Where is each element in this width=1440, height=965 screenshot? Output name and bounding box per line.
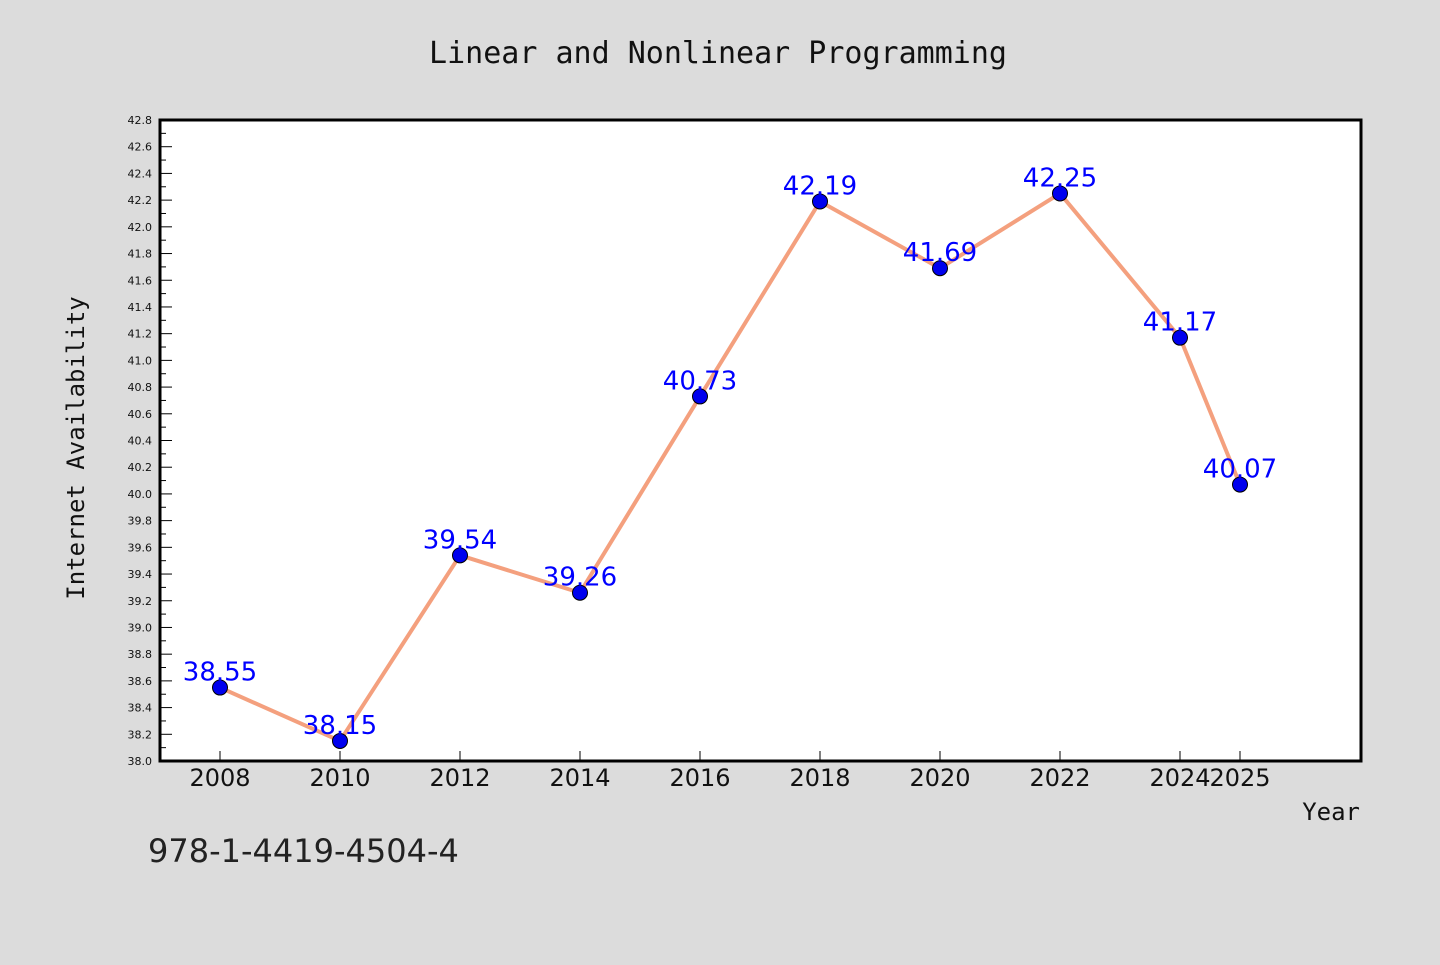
- y-tick-label: 42.0: [128, 221, 153, 234]
- chart-title: Linear and Nonlinear Programming: [429, 36, 1007, 71]
- y-tick-label: 41.0: [128, 354, 153, 367]
- data-point: [212, 679, 228, 696]
- y-tick-label: 41.8: [128, 248, 153, 261]
- x-tick-label: 2012: [429, 764, 490, 792]
- data-point: [572, 584, 588, 601]
- y-tick-label: 42.4: [128, 167, 153, 180]
- y-tick-label: 38.8: [128, 648, 153, 661]
- y-tick-label: 39.8: [128, 515, 153, 528]
- x-tick-label: 2008: [189, 764, 250, 792]
- data-label: 40.73: [663, 366, 737, 396]
- y-tick-label: 40.0: [128, 488, 153, 501]
- data-point: [812, 193, 828, 210]
- y-tick-label: 40.4: [128, 435, 153, 448]
- y-tick-label: 42.8: [128, 114, 153, 127]
- data-point: [1232, 476, 1248, 493]
- y-tick-label: 39.2: [128, 595, 153, 608]
- x-tick-label: 2018: [789, 764, 850, 792]
- y-tick-label: 40.6: [128, 408, 153, 421]
- data-point: [1052, 185, 1068, 202]
- x-tick-label: 2010: [309, 764, 370, 792]
- x-axis-label: Year: [1302, 798, 1360, 826]
- y-tick-label: 39.6: [128, 541, 153, 554]
- data-label: 41.69: [903, 238, 977, 268]
- series-line: [219, 191, 1242, 743]
- isbn-text: 978-1-4419-4504-4: [148, 832, 459, 870]
- y-axis-label: Internet Availability: [62, 296, 90, 599]
- y-tick-label: 42.6: [128, 141, 153, 154]
- y-tick-label: 38.6: [128, 675, 153, 688]
- y-tick-label: 41.6: [128, 274, 153, 287]
- data-point: [452, 547, 468, 564]
- x-tick-label: 2025: [1209, 764, 1270, 792]
- data-point: [332, 732, 348, 749]
- y-tick-label: 38.4: [128, 702, 153, 715]
- x-tick-label: 2020: [909, 764, 970, 792]
- data-label: 41.17: [1143, 308, 1217, 338]
- data-label: 40.07: [1203, 455, 1277, 485]
- x-tick-label: 2022: [1029, 764, 1090, 792]
- y-tick-label: 39.0: [128, 621, 153, 634]
- x-tick-label: 2024: [1149, 764, 1210, 792]
- y-tick-label: 39.4: [128, 568, 153, 581]
- series: 38.55 38.15 39.54 39.26 40.73 42.19 41.69 42.25…: [183, 163, 1277, 749]
- y-tick-label: 42.2: [128, 194, 153, 207]
- data-label: 42.19: [783, 171, 857, 201]
- x-tick-label: 2014: [549, 764, 610, 792]
- data-label: 38.15: [303, 711, 377, 741]
- y-tick-label: 40.2: [128, 461, 153, 474]
- data-point: [1172, 329, 1188, 346]
- data-point: [692, 388, 708, 405]
- data-label: 39.54: [423, 525, 497, 555]
- data-point: [932, 260, 948, 277]
- data-label: 38.55: [183, 658, 257, 688]
- y-tick-label: 41.2: [128, 328, 153, 341]
- y-tick-label: 38.0: [128, 755, 153, 768]
- data-label: 42.25: [1023, 163, 1097, 193]
- y-tick-label: 40.8: [128, 381, 153, 394]
- x-tick-label: 2016: [669, 764, 730, 792]
- y-axis: 38.0 38.2 38.4 38.6 38.8 39.0 39.2 39.4 39.6 39.8…: [128, 114, 172, 768]
- data-label: 39.26: [543, 563, 617, 593]
- y-tick-label: 38.2: [128, 728, 153, 741]
- plot-area: [158, 118, 1363, 763]
- y-tick-label: 41.4: [128, 301, 153, 314]
